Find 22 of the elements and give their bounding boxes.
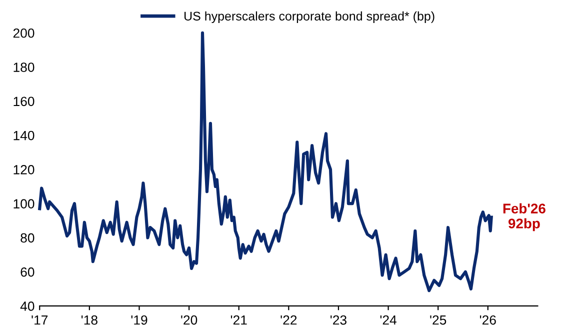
y-tick-label: 160 bbox=[14, 96, 34, 106]
x-tick-label: '21 bbox=[230, 315, 247, 325]
line-series bbox=[38, 31, 493, 292]
x-tick-label: '17 bbox=[32, 315, 48, 325]
x-tick-label: '24 bbox=[380, 315, 396, 325]
y-tick-label: 60 bbox=[20, 267, 34, 277]
y-tick-label: 100 bbox=[14, 199, 34, 208]
x-tick-label: '26 bbox=[480, 315, 496, 325]
x-tick-label: '20 bbox=[181, 315, 198, 325]
x-tick-label: '18 bbox=[82, 315, 98, 325]
y-tick-label: 80 bbox=[20, 233, 34, 243]
x-tick-label: '23 bbox=[330, 315, 346, 325]
x-tick-label: '22 bbox=[280, 315, 297, 325]
x-tick-label: '25 bbox=[430, 315, 446, 325]
annotation: Feb'26 92bp bbox=[503, 203, 546, 232]
y-tick-label: 120 bbox=[14, 165, 34, 174]
legend-label: US hyperscalers corporate bond spread* (bp) bbox=[184, 11, 434, 24]
x-tick-label: '19 bbox=[131, 315, 148, 325]
y-tick-label: 180 bbox=[14, 62, 34, 72]
y-tick-label: 200 bbox=[13, 28, 34, 38]
y-tick-label: 140 bbox=[14, 130, 34, 140]
y-tick-label: 40 bbox=[20, 302, 34, 311]
